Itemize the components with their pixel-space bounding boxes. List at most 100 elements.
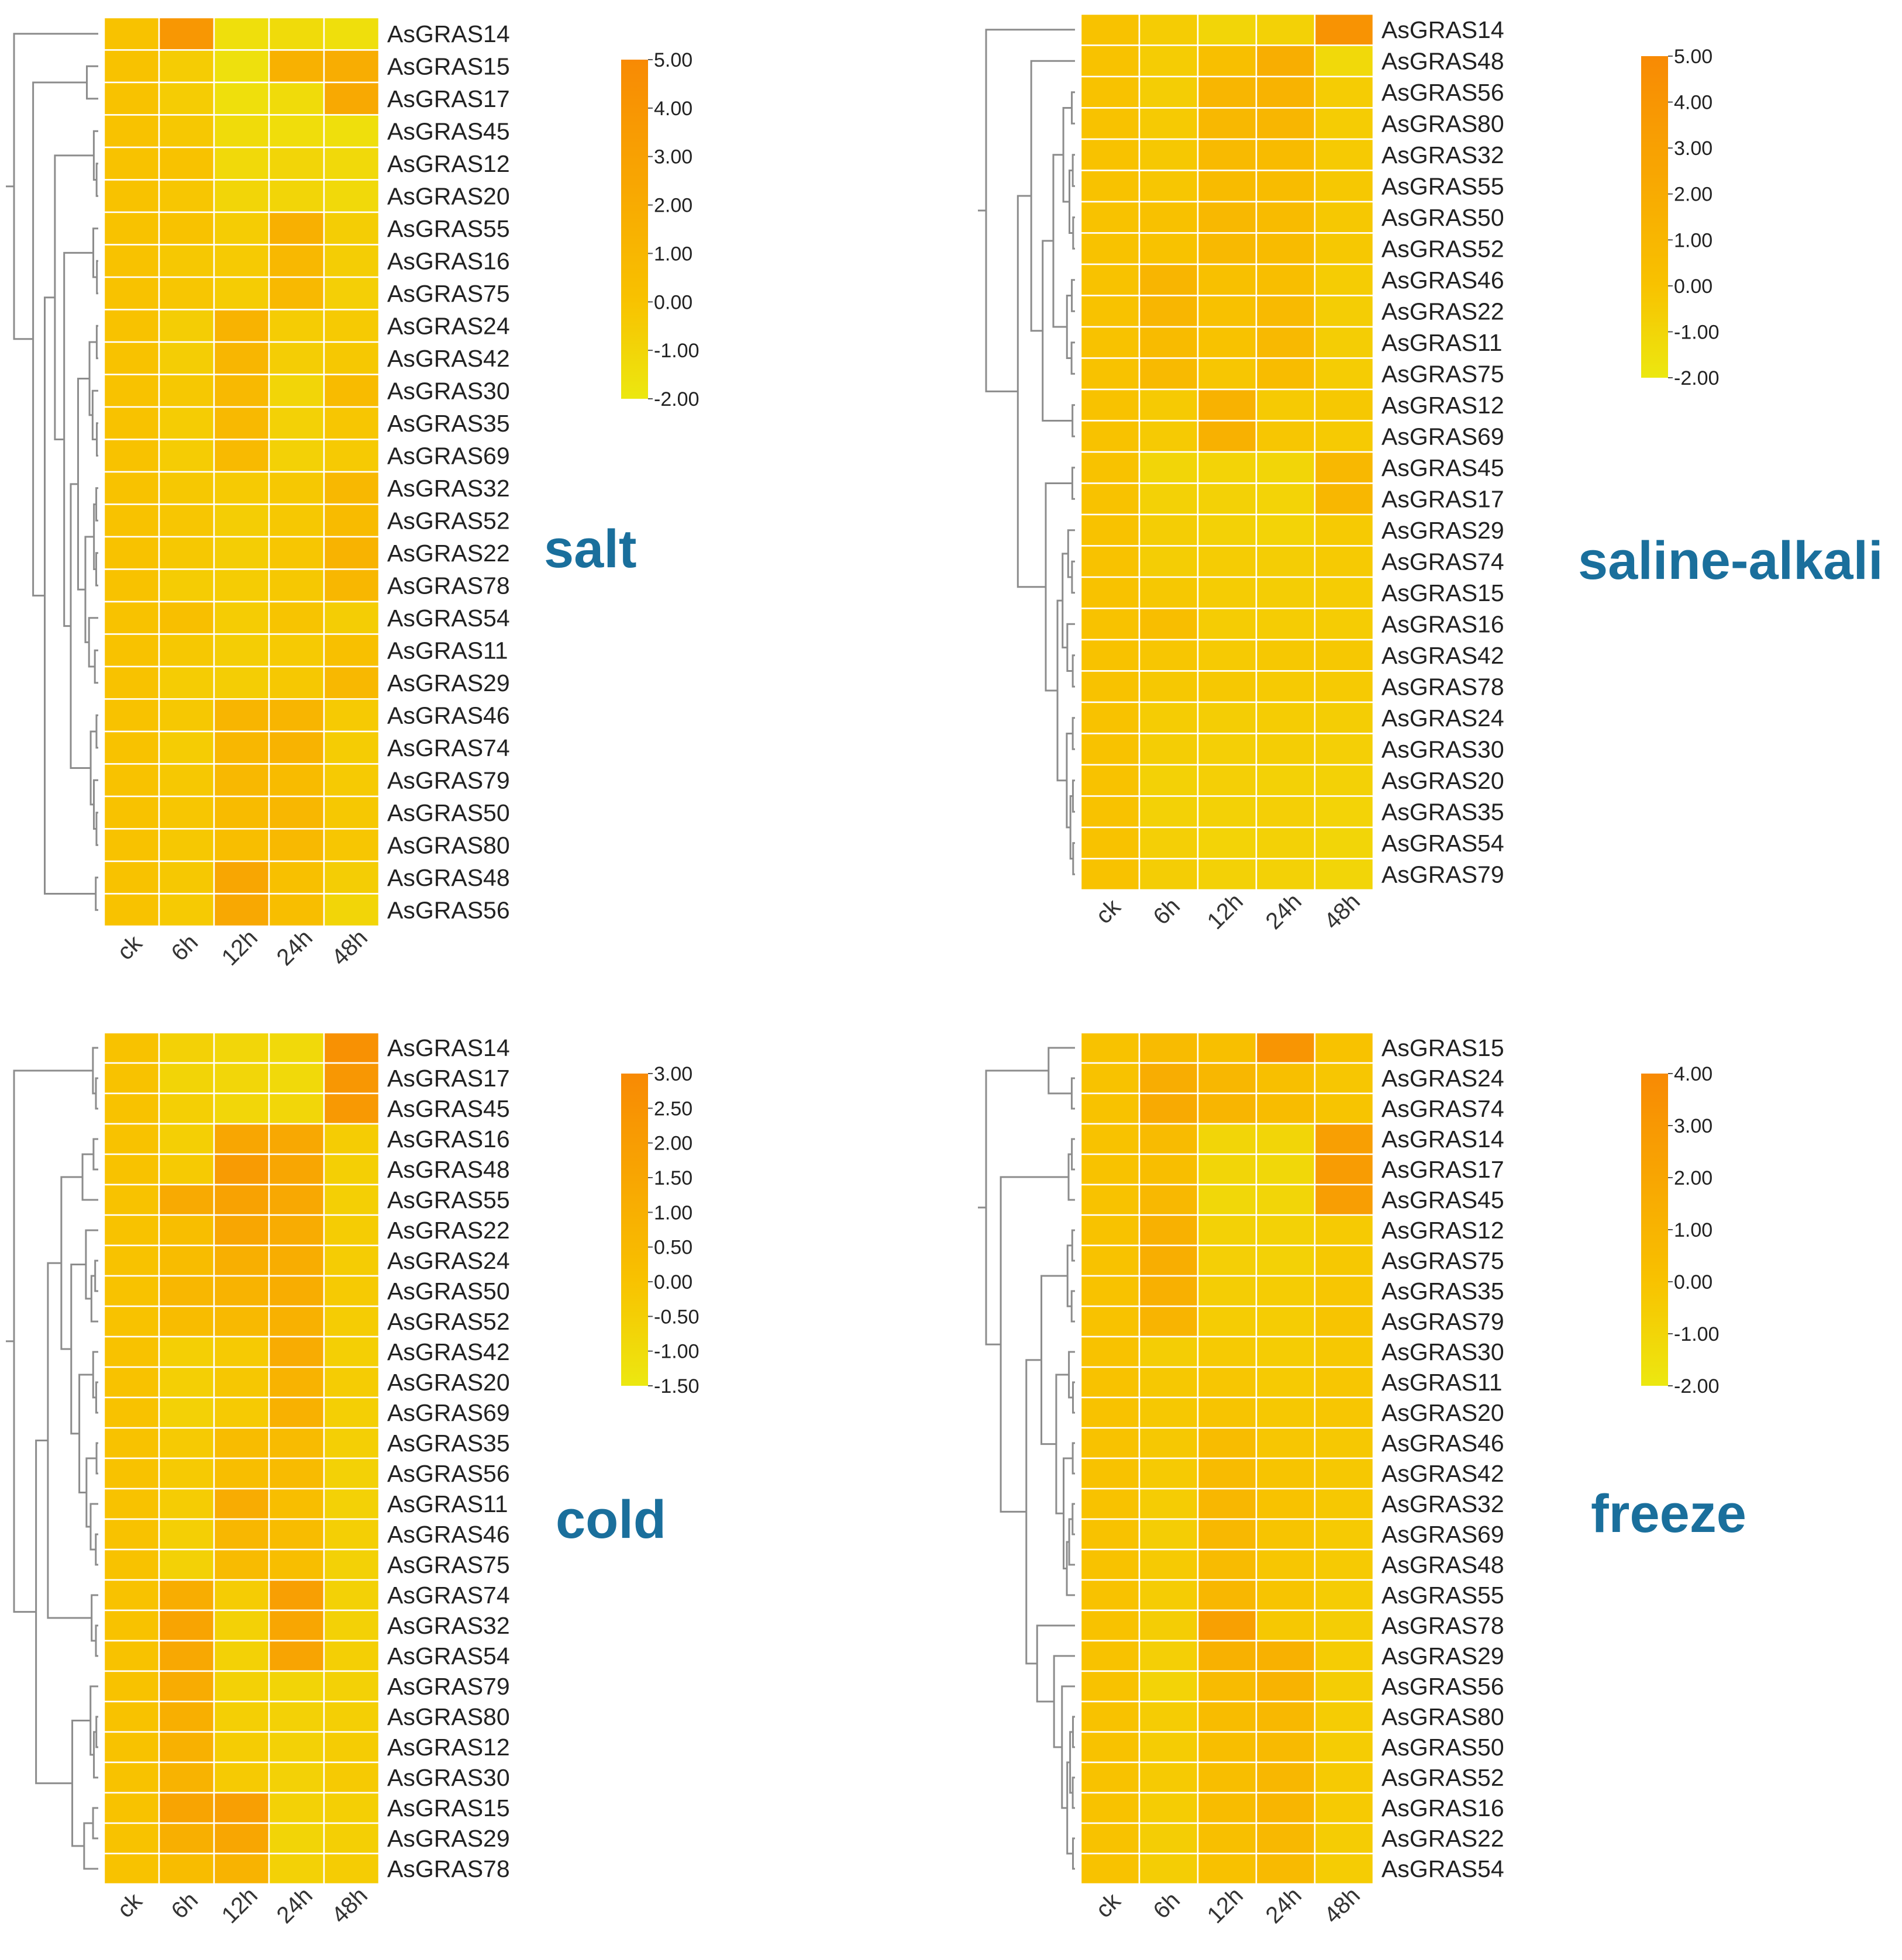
heatmap-cell [103,1092,160,1125]
legend-tick-label: 2.00 [654,1133,692,1155]
row-label: AsGRAS52 [387,1308,510,1335]
heatmap-cell [323,665,380,700]
legend-tick-label: 5.00 [654,49,692,71]
row-label: AsGRAS35 [387,410,510,437]
row-label: AsGRAS11 [1381,329,1503,356]
heatmap-cell [213,665,270,700]
heatmap-cell [103,244,160,278]
heatmap-cell [1080,1336,1140,1368]
heatmap-cell [1138,764,1199,797]
dendrogram-branch [91,1594,98,1642]
heatmap-cell [268,698,325,733]
row-label: AsGRAS79 [387,767,510,793]
heatmap-cell [158,1670,215,1703]
heatmap-cell [213,179,270,213]
heatmap-cell [103,1062,160,1095]
dendrogram-branch [95,1716,98,1748]
heatmap-cell [158,1822,215,1855]
dendrogram-branch [95,877,98,911]
heatmap-cell [268,568,325,603]
heatmap-cell [1080,451,1140,484]
heatmap-cell [1080,1153,1140,1186]
legend-tick-label: 2.50 [654,1098,692,1120]
heatmap-cell [1080,1031,1140,1064]
dendrogram-branch [1068,1351,1075,1399]
row-label: AsGRAS54 [1381,1855,1504,1882]
heatmap-cell [103,114,160,149]
heatmap-cell [103,860,160,895]
heatmap-cell [213,1183,270,1216]
row-label: AsGRAS29 [1381,1642,1504,1669]
column-label: 6h [167,1887,204,1924]
heatmap-cell [103,1305,160,1338]
dendrogram-branch [89,730,97,806]
heatmap-cell [213,1609,270,1642]
heatmap-cell [213,503,270,538]
heatmap-cell [1255,1700,1316,1733]
heatmap-cell [103,1852,160,1885]
heatmap-cell [268,601,325,635]
heatmap-cell [1080,1792,1140,1824]
heatmap-cell [323,763,380,798]
dendrogram-branch [85,1229,98,1300]
heatmap-cell [1138,170,1199,203]
heatmap-cell [323,795,380,830]
row-label: AsGRAS20 [1381,767,1504,794]
dendrogram-branch [1072,1716,1075,1748]
dendrogram-branch [1052,154,1067,328]
panel-title: saline-alkali [1578,531,1883,591]
heatmap-cell [1197,1670,1257,1703]
row-label: AsGRAS69 [1381,1521,1504,1548]
heatmap-cell [1080,232,1140,265]
heatmap-cell [268,1366,325,1399]
legend-tick-label: 2.00 [1674,1167,1713,1189]
heatmap-cell [158,795,215,830]
row-label: AsGRAS45 [1381,1186,1504,1213]
dendrogram-branch [1042,240,1073,422]
heatmap-cell [1138,733,1199,766]
heatmap-cell [213,374,270,408]
dendrogram-branch [1071,717,1075,750]
dendrogram-branch [92,1351,98,1399]
panel-title: cold [556,1490,666,1550]
legend-tick-label: 5.00 [1674,46,1713,68]
heatmap-cell [1255,1305,1316,1338]
heatmap-cell [1197,608,1257,641]
row-label: AsGRAS24 [387,312,510,339]
heatmap-cell [1314,107,1374,140]
row-label: AsGRAS42 [387,345,510,372]
heatmap-cell [268,309,325,343]
heatmap-cell [1314,764,1374,797]
heatmap-cell [1197,826,1257,860]
row-label: AsGRAS50 [387,799,510,826]
heatmap-cell [213,341,270,375]
heatmap-cell [213,1123,270,1155]
heatmap-cell [268,1488,325,1520]
legend-tick-label: -1.00 [1674,1323,1720,1345]
heatmap-cell [1314,170,1374,203]
heatmap-cell [1314,1670,1374,1703]
heatmap-cell [1314,1579,1374,1612]
heatmap-cell [1314,1609,1374,1642]
heatmap-cell [323,860,380,895]
dendrogram-branch [96,260,98,295]
dendrogram-branch [32,81,87,597]
dendrogram-branch [92,1807,98,1840]
heatmap-cell [323,536,380,570]
row-label: AsGRAS50 [1381,204,1504,231]
heatmap-cell [1255,1518,1316,1551]
heatmap-cell [323,1396,380,1429]
heatmap-cell [1255,482,1316,516]
column-label: 24h [272,925,318,971]
row-label: AsGRAS69 [1381,423,1504,450]
row-label: AsGRAS35 [1381,798,1504,825]
heatmap-cell [1197,1548,1257,1581]
row-label: AsGRAS24 [387,1247,510,1274]
heatmap-cell [1197,1396,1257,1429]
heatmap-cell [1080,44,1140,78]
heatmap-cell [268,1123,325,1155]
heatmap-cell [158,1852,215,1885]
heatmap-cell [1138,1366,1199,1399]
heatmap-cell [103,1183,160,1216]
row-label: AsGRAS12 [387,150,510,177]
